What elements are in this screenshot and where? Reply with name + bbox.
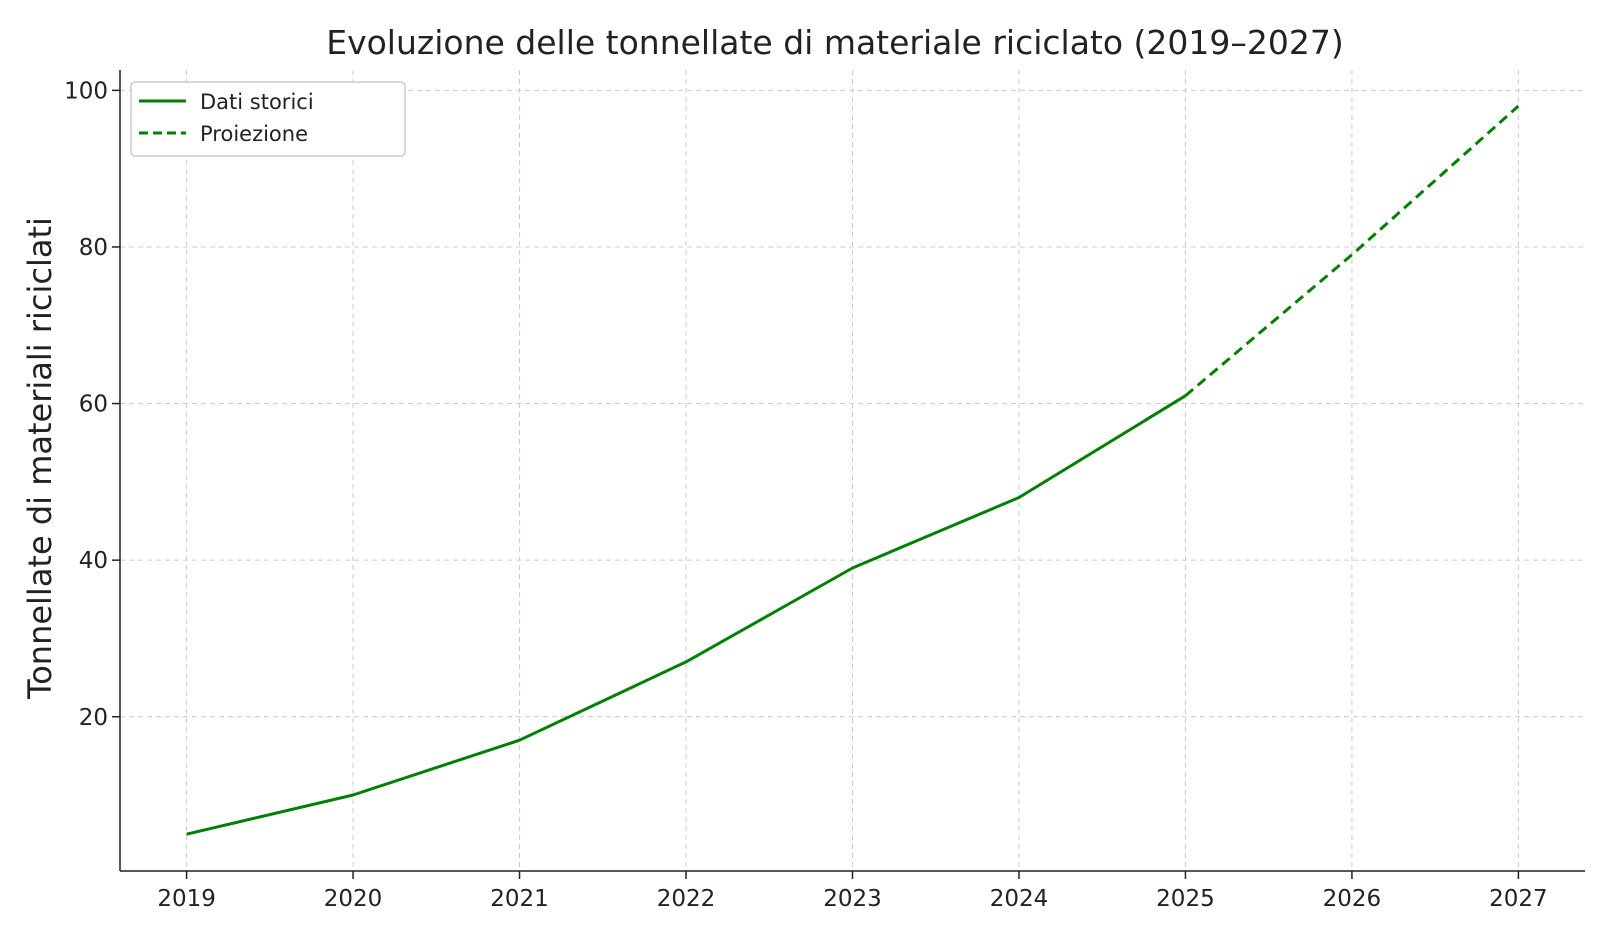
y-tick-label: 100	[64, 78, 108, 104]
y-tick-label: 60	[79, 392, 108, 418]
x-tick-label: 2020	[324, 886, 383, 912]
grid-lines	[120, 70, 1585, 871]
x-tick-label: 2024	[990, 886, 1049, 912]
y-tick-label: 20	[79, 705, 108, 731]
data-series	[186, 104, 1520, 836]
legend-label-projection: Proiezione	[200, 122, 308, 146]
chart-title: Evoluzione delle tonnellate di materiale…	[326, 23, 1344, 62]
x-tick-label: 2022	[657, 886, 716, 912]
y-tick-label: 80	[79, 235, 108, 261]
legend: Dati storici Proiezione	[130, 81, 406, 157]
y-tick-label: 40	[79, 548, 108, 574]
x-tick-label: 2019	[157, 886, 216, 912]
x-tick-label: 2025	[1156, 886, 1215, 912]
historical-series-line	[186, 394, 1187, 836]
legend-frame	[130, 81, 406, 157]
legend-label-historical: Dati storici	[200, 90, 314, 114]
x-tick-label: 2023	[823, 886, 882, 912]
y-axis-label: Tonnellate di materiali riciclati	[21, 217, 59, 700]
x-tick-label: 2021	[490, 886, 549, 912]
projection-series-line	[1184, 104, 1520, 397]
x-tick-label: 2027	[1489, 886, 1548, 912]
axis-ticks: 2019 2020 2021 2022 2023 2024 2025 2026 2027 20 40…	[64, 78, 1548, 912]
x-tick-label: 2026	[1323, 886, 1382, 912]
